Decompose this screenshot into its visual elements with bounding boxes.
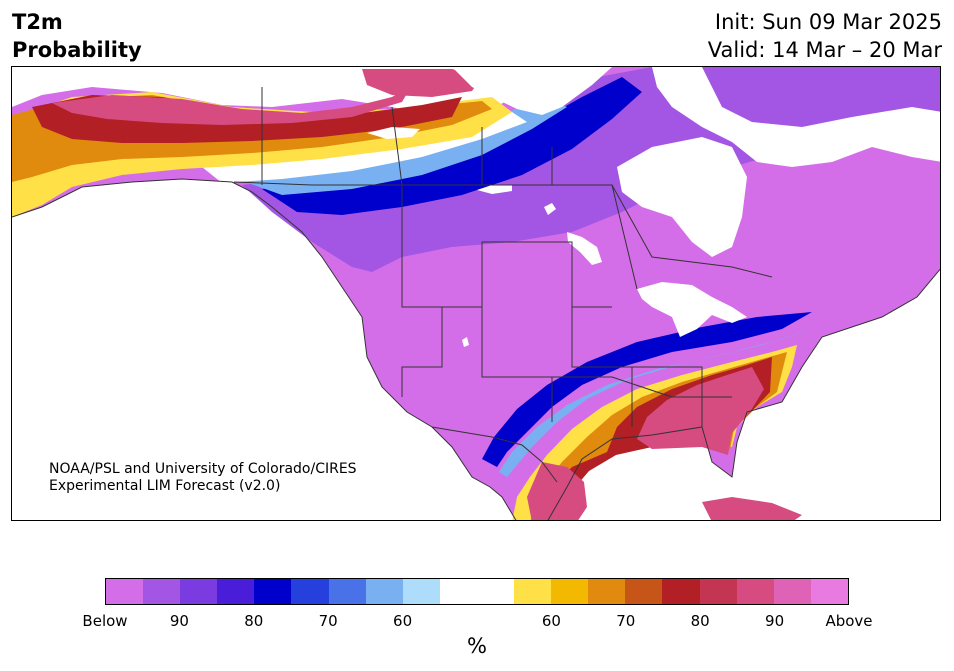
state-line-6 (552, 376, 732, 398)
colorbar-segment (217, 579, 255, 604)
province-line-2 (391, 106, 403, 186)
arctic-islands-gap (652, 67, 940, 167)
state-line-1 (401, 185, 553, 422)
colorbar-tick-label: 90 (765, 612, 785, 630)
credit-line-2: Experimental LIM Forecast (v2.0) (49, 478, 281, 494)
colorbar-segment (180, 579, 218, 604)
gulf-of-california (430, 427, 482, 507)
below-band-central-us (482, 312, 812, 467)
great-salt-lake (462, 337, 469, 347)
colorbar-tick-label: Above (825, 612, 873, 630)
colorbar-segment (810, 579, 848, 604)
colorbar-tick-label: 60 (393, 612, 413, 630)
state-line-5 (632, 366, 703, 427)
valid-range: Valid: 14 Mar – 20 Mar (707, 38, 942, 62)
east-coastline (547, 268, 940, 520)
hudson-bay (617, 137, 747, 257)
great-lakes (637, 282, 747, 337)
state-line-3 (401, 307, 443, 397)
colorbar-tick-label: 80 (244, 612, 264, 630)
lake-manitoba (544, 203, 556, 215)
below-region-strong (262, 77, 642, 215)
colorbar-segment (514, 579, 552, 604)
forecast-dates: Init: Sun 09 Mar 2025 Valid: 14 Mar – 20… (708, 8, 942, 64)
colorbar-segment (254, 579, 292, 604)
colorbar-segment (402, 579, 440, 604)
arctic-water (452, 67, 612, 115)
title-variable: T2m (12, 10, 63, 34)
probability-map (12, 67, 940, 520)
lake-athabasca (477, 185, 512, 194)
colorbar-segment (773, 579, 811, 604)
above-region-southeast-pink (637, 367, 764, 455)
colorbar-segment (551, 579, 589, 604)
province-line-5 (611, 184, 773, 278)
probability-colorbar (105, 578, 849, 605)
above-region-mexico-pink (527, 462, 587, 520)
coastline-outline (12, 178, 517, 520)
below-region-mid (242, 67, 940, 272)
title-kind: Probability (12, 38, 142, 62)
colorbar-segment (106, 579, 144, 604)
colorbar-segment (291, 579, 329, 604)
colorbar-segment (476, 579, 515, 604)
colorbar-segment (588, 579, 626, 604)
forecast-credit: NOAA/PSL and University of Colorado/CIRE… (49, 461, 357, 495)
above-region-northcoast (362, 69, 482, 97)
colorbar-segment (365, 579, 403, 604)
colorbar-unit: % (467, 634, 487, 658)
colorbar-tick-label: 80 (690, 612, 710, 630)
coast-and-border-lines (12, 87, 940, 520)
colorbar-tick-label: 70 (318, 612, 338, 630)
above-region-alaska-pink (52, 85, 412, 125)
above-region-cuba (702, 497, 802, 520)
colorbar-segment (699, 579, 737, 604)
colorbar-tick-label: 60 (541, 612, 561, 630)
init-date: Init: Sun 09 Mar 2025 (714, 10, 942, 34)
colorbar-segment (143, 579, 181, 604)
map-title: T2m Probability (12, 8, 142, 64)
colorbar-segment (736, 579, 774, 604)
map-panel (11, 66, 941, 521)
lake-winnipeg (567, 232, 602, 265)
colorbar-segment (439, 579, 477, 604)
colorbar-tick-label: 90 (169, 612, 189, 630)
colorbar-segment (625, 579, 663, 604)
colorbar-segment (662, 579, 700, 604)
state-line-4 (571, 307, 633, 427)
state-line-2 (481, 241, 612, 308)
credit-line-1: NOAA/PSL and University of Colorado/CIRE… (49, 461, 357, 477)
colorbar-tick-label: Below (82, 612, 128, 630)
us-mexico-border (431, 426, 558, 483)
colorbar-segment (328, 579, 366, 604)
great-slave-lake (367, 127, 420, 139)
colorbar-tick-label: 70 (616, 612, 636, 630)
